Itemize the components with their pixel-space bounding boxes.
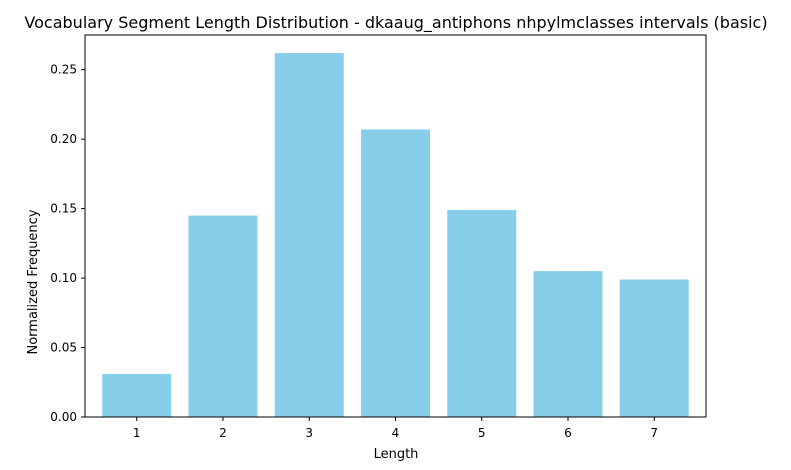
y-axis-label: Normalized Frequency [26,209,41,354]
bar-5 [447,210,517,417]
x-tick-label: 6 [564,426,572,440]
x-axis-ticks: 1 2 3 4 5 6 7 [133,417,658,440]
y-tick-label: 0.05 [50,341,77,355]
bar-7 [619,279,689,417]
y-tick-label: 0.10 [50,271,77,285]
chart-title: Vocabulary Segment Length Distribution -… [24,13,767,33]
x-tick-label: 3 [305,426,313,440]
x-tick-label: 5 [478,426,486,440]
x-tick-label: 7 [650,426,658,440]
x-axis-label: Length [374,447,419,462]
y-tick-label: 0.20 [50,132,77,146]
bar-3 [274,53,344,418]
bar-2 [188,215,258,417]
x-tick-label: 1 [133,426,141,440]
bar-6 [533,271,603,417]
bars-group [102,53,689,418]
y-axis-ticks: 0.00 0.05 0.10 0.15 0.20 0.25 [50,63,85,424]
y-tick-label: 0.25 [50,63,77,77]
plot-frame [84,34,707,418]
bar-1 [102,373,172,417]
x-tick-label: 2 [219,426,227,440]
bar-4 [361,129,430,417]
x-tick-label: 4 [392,426,400,440]
y-tick-label: 0.00 [50,410,77,424]
y-tick-label: 0.15 [50,202,77,216]
